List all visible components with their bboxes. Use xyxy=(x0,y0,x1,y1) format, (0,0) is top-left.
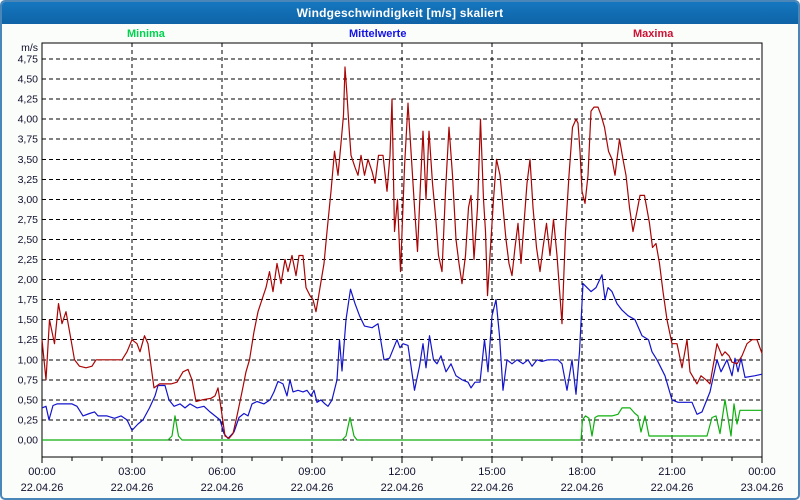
svg-text:2,75: 2,75 xyxy=(18,214,39,226)
svg-text:0,25: 0,25 xyxy=(18,414,39,426)
svg-text:15:00: 15:00 xyxy=(478,466,506,478)
svg-text:0,75: 0,75 xyxy=(18,374,39,386)
svg-text:3,50: 3,50 xyxy=(18,154,39,166)
svg-text:0,00: 0,00 xyxy=(18,435,39,447)
svg-text:22.04.26: 22.04.26 xyxy=(651,482,694,494)
svg-text:22.04.26: 22.04.26 xyxy=(561,482,604,494)
svg-text:2,50: 2,50 xyxy=(18,234,39,246)
svg-text:12:00: 12:00 xyxy=(388,466,416,478)
svg-text:22.04.26: 22.04.26 xyxy=(381,482,424,494)
svg-text:06:00: 06:00 xyxy=(208,466,236,478)
svg-text:0,50: 0,50 xyxy=(18,394,39,406)
svg-text:m/s: m/s xyxy=(21,42,38,54)
svg-text:3,25: 3,25 xyxy=(18,174,39,186)
svg-text:22.04.26: 22.04.26 xyxy=(291,482,334,494)
svg-text:4,75: 4,75 xyxy=(18,54,39,66)
svg-text:22.04.26: 22.04.26 xyxy=(471,482,514,494)
legend-item-minima: Minima xyxy=(127,28,165,40)
svg-text:21:00: 21:00 xyxy=(658,466,686,478)
svg-text:22.04.26: 22.04.26 xyxy=(201,482,244,494)
svg-text:1,50: 1,50 xyxy=(18,314,39,326)
svg-text:4,00: 4,00 xyxy=(18,114,39,126)
svg-text:1,25: 1,25 xyxy=(18,334,39,346)
svg-text:00:00: 00:00 xyxy=(28,466,56,478)
svg-text:4,25: 4,25 xyxy=(18,94,39,106)
svg-text:3,75: 3,75 xyxy=(18,134,39,146)
window-title: Windgeschwindigkeit [m/s] skaliert xyxy=(296,6,504,20)
svg-text:09:00: 09:00 xyxy=(298,466,326,478)
svg-text:22.04.26: 22.04.26 xyxy=(21,482,64,494)
svg-text:18:00: 18:00 xyxy=(568,466,596,478)
svg-text:2,25: 2,25 xyxy=(18,254,39,266)
window-titlebar: Windgeschwindigkeit [m/s] skaliert xyxy=(2,2,798,24)
svg-text:1,00: 1,00 xyxy=(18,354,39,366)
svg-text:00:00: 00:00 xyxy=(748,466,776,478)
svg-text:22.04.26: 22.04.26 xyxy=(111,482,154,494)
svg-text:3,00: 3,00 xyxy=(18,194,39,206)
svg-text:4,50: 4,50 xyxy=(18,74,39,86)
legend-item-mittelwerte: Mittelwerte xyxy=(349,28,407,40)
svg-text:23.04.26: 23.04.26 xyxy=(741,482,784,494)
svg-text:03:00: 03:00 xyxy=(118,466,146,478)
svg-text:1,75: 1,75 xyxy=(18,294,39,306)
svg-text:2,00: 2,00 xyxy=(18,274,39,286)
legend-item-maxima: Maxima xyxy=(633,28,674,40)
